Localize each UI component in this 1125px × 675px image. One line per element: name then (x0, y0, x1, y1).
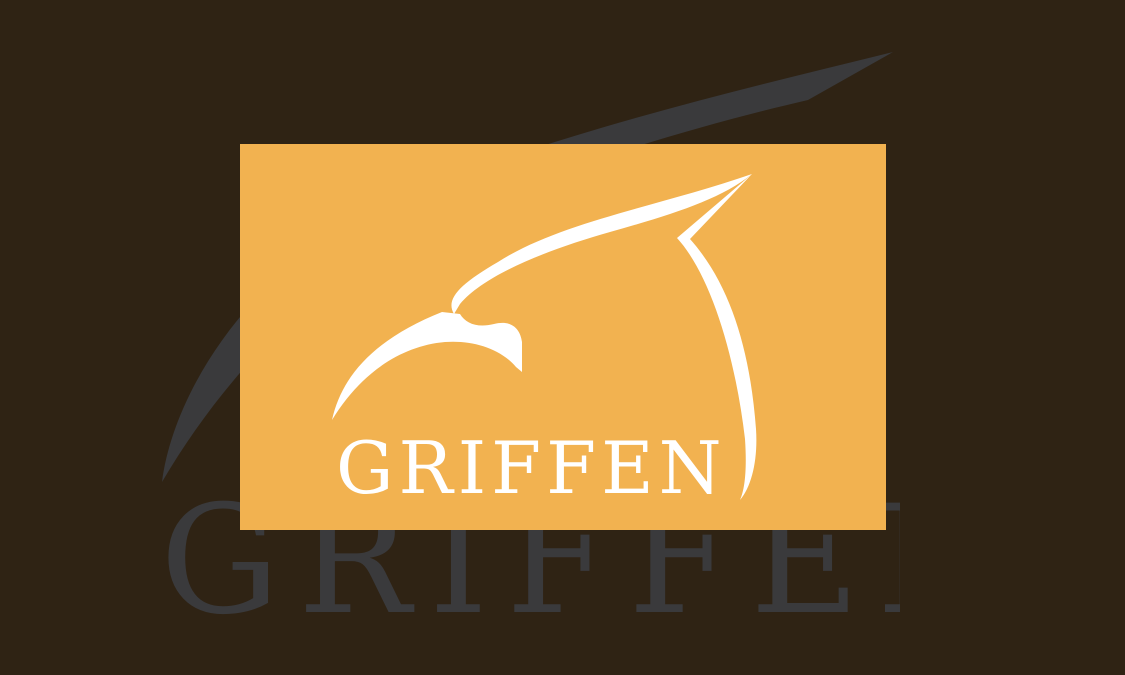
griffin-head-icon (240, 144, 886, 530)
griffin-neck (677, 174, 757, 500)
logo-card: GRIFFEN (240, 144, 886, 530)
griffin-beak (332, 312, 522, 420)
griffin-crest (451, 174, 752, 314)
logo-card-background (240, 144, 886, 530)
griffen-wordmark: GRIFFEN (336, 428, 727, 508)
